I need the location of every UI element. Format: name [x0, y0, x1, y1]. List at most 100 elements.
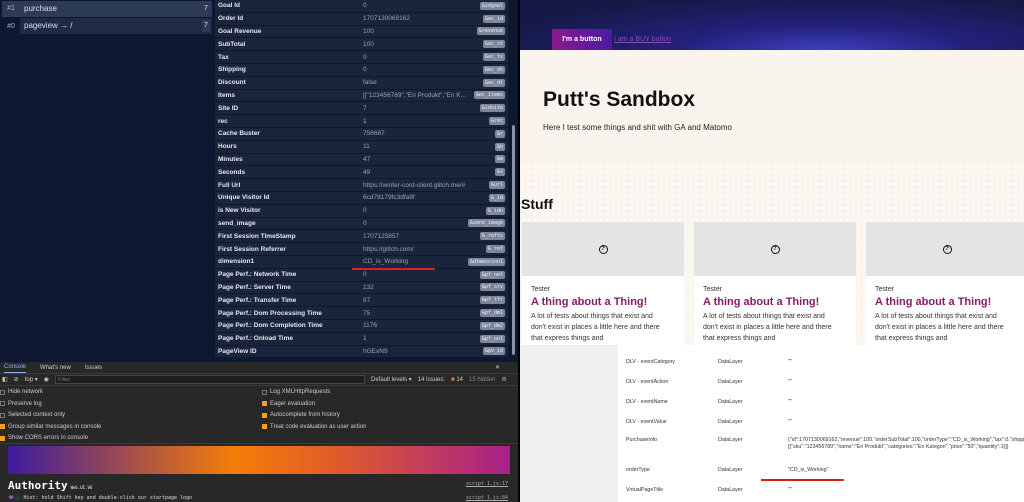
checkbox-box[interactable]: [0, 412, 5, 418]
param-key-badge: &ec_items: [473, 91, 505, 100]
param-key-badge: &pv_id: [482, 347, 505, 356]
filter-input[interactable]: [54, 375, 365, 384]
param-key-badge: &s: [494, 168, 505, 177]
context-select[interactable]: top ▾: [24, 377, 38, 383]
variable-name: DLV - eventAction: [626, 379, 669, 385]
setting-label: Group similar messages in console: [8, 423, 102, 430]
setting-checkbox[interactable]: Hide network: [0, 389, 43, 395]
request-label: purchase: [20, 1, 212, 17]
card[interactable]: ? Tester A thing about a Thing! A lot of te…: [522, 222, 684, 352]
param-name: First Session TimeStamp: [218, 232, 296, 240]
setting-checkbox[interactable]: Group similar messages in console: [0, 424, 101, 430]
levels-dropdown[interactable]: Default levels ▾: [370, 377, 412, 383]
param-key-badge: &pf_dm1: [479, 309, 505, 318]
setting-checkbox[interactable]: Preserve log: [0, 401, 42, 407]
checkbox-box[interactable]: [262, 389, 267, 395]
card[interactable]: ? Tester A thing about a Thing! A lot of te…: [866, 222, 1024, 352]
datalayer-row: DLV - eventCategory DataLayer "": [626, 359, 1024, 366]
card[interactable]: ? Tester A thing about a Thing! A lot of te…: [694, 222, 856, 352]
param-row: Hours 11 &h: [215, 140, 508, 154]
param-key-badge: &ec_sh: [482, 65, 505, 74]
console-hint: 👾🌑 Hint: hold Shift key and double-click…: [8, 495, 193, 501]
request-number: #1: [2, 1, 20, 17]
param-name: SubTotal: [218, 40, 246, 48]
param-row: Page Perf.: Network Time 0 &pf_net: [215, 268, 508, 282]
checkbox-box[interactable]: [0, 401, 5, 407]
param-key-badge: &pf_tfr: [479, 296, 505, 305]
param-key-badge: &r: [494, 129, 505, 138]
variable-value: "CD_is_Working": [788, 467, 829, 473]
variable-type: DataLayer: [718, 359, 743, 365]
param-key-badge: &url: [488, 181, 505, 190]
setting-checkbox[interactable]: Eager evaluation: [262, 401, 315, 407]
card-text: A lot of tests about things that exist a…: [703, 313, 832, 342]
issues-label[interactable]: 14 Issues:: [417, 376, 446, 383]
card-heading[interactable]: A thing about a Thing!: [531, 296, 648, 308]
param-row: Goal Revenue 100 &revenue: [215, 25, 508, 39]
checkbox-box[interactable]: [0, 424, 5, 430]
param-key-badge: &pf_onl: [479, 334, 505, 343]
param-value: 49: [363, 168, 371, 176]
param-row: Discount false &ec_dt: [215, 76, 508, 90]
param-name: Page Perf.: Onload Time: [218, 335, 294, 343]
param-name: rec: [218, 117, 228, 125]
tab-whats-new[interactable]: What's new: [40, 364, 71, 371]
close-icon[interactable]: ✕: [494, 365, 500, 371]
param-key-badge: &m: [494, 155, 505, 164]
checkbox-box[interactable]: [0, 435, 5, 441]
param-key-badge: &h: [494, 142, 505, 151]
clear-console-icon[interactable]: ⊘: [13, 377, 19, 383]
variable-name: DLV - eventValue: [626, 419, 667, 425]
card-image: ?: [866, 222, 1024, 276]
variable-value: "": [788, 419, 792, 425]
variable-name: orderType: [626, 467, 650, 473]
console-banner-gradient: [8, 446, 510, 474]
param-value: 7: [363, 104, 367, 112]
card-heading[interactable]: A thing about a Thing!: [875, 296, 992, 308]
gear-icon[interactable]: ⚙: [501, 377, 507, 383]
datalayer-row: DLV - eventAction DataLayer "": [626, 379, 1024, 386]
card-heading[interactable]: A thing about a Thing!: [703, 296, 820, 308]
param-value: 100: [363, 40, 374, 48]
setting-checkbox[interactable]: Treat code evaluation as user action: [262, 424, 367, 430]
param-value: 11: [363, 143, 370, 151]
setting-checkbox[interactable]: Show CORS errors in console: [0, 435, 88, 441]
variable-type: DataLayer: [718, 379, 743, 385]
checkbox-box[interactable]: [262, 412, 267, 418]
setting-checkbox[interactable]: Selected context only: [0, 412, 65, 418]
issues-count[interactable]: ■ 14: [451, 376, 464, 383]
param-value: 47: [363, 155, 371, 163]
param-key-badge: &rec: [488, 117, 505, 126]
source-link[interactable]: script_1.js:17: [465, 481, 508, 487]
scrollbar[interactable]: [511, 0, 516, 362]
card-image: ?: [522, 222, 684, 276]
checkbox-box[interactable]: [262, 424, 267, 430]
tab-console[interactable]: Console: [4, 362, 27, 373]
setting-checkbox[interactable]: Autocomplete from history: [262, 412, 340, 418]
checkbox-box[interactable]: [262, 401, 267, 407]
setting-label: Log XMLHttpRequests: [270, 389, 331, 395]
card-author: Tester: [875, 286, 895, 293]
request-item[interactable]: #0 pageview → /7: [2, 18, 212, 34]
buy-button-link[interactable]: I am a BUY button: [614, 36, 672, 43]
issues-count-value: 14: [456, 376, 464, 383]
param-name: First Session Referrer: [218, 245, 286, 253]
im-a-button[interactable]: I'm a button: [552, 29, 612, 50]
param-name: Seconds: [218, 168, 246, 176]
param-value: 6cd78179fc3dfa9f: [363, 194, 415, 202]
request-item[interactable]: #1 purchase 7: [2, 1, 212, 17]
sidebar-toggle-icon[interactable]: ◧: [2, 377, 8, 383]
param-value: 0: [363, 53, 367, 61]
source-link[interactable]: script_1.js:84: [465, 495, 508, 501]
param-key-badge: &_refts: [479, 232, 505, 241]
param-name: Tax: [218, 53, 229, 61]
setting-label: Hide network: [8, 389, 44, 395]
tab-issues[interactable]: Issues: [84, 364, 103, 371]
eye-icon[interactable]: ◉: [43, 377, 49, 383]
setting-checkbox[interactable]: Log XMLHttpRequests: [262, 389, 330, 395]
param-row: Minutes 47 &m: [215, 153, 508, 167]
variable-type: DataLayer: [718, 467, 743, 473]
checkbox-box[interactable]: [0, 389, 5, 395]
param-name: Hours: [218, 143, 237, 151]
param-name: is New Visitor: [218, 207, 261, 215]
